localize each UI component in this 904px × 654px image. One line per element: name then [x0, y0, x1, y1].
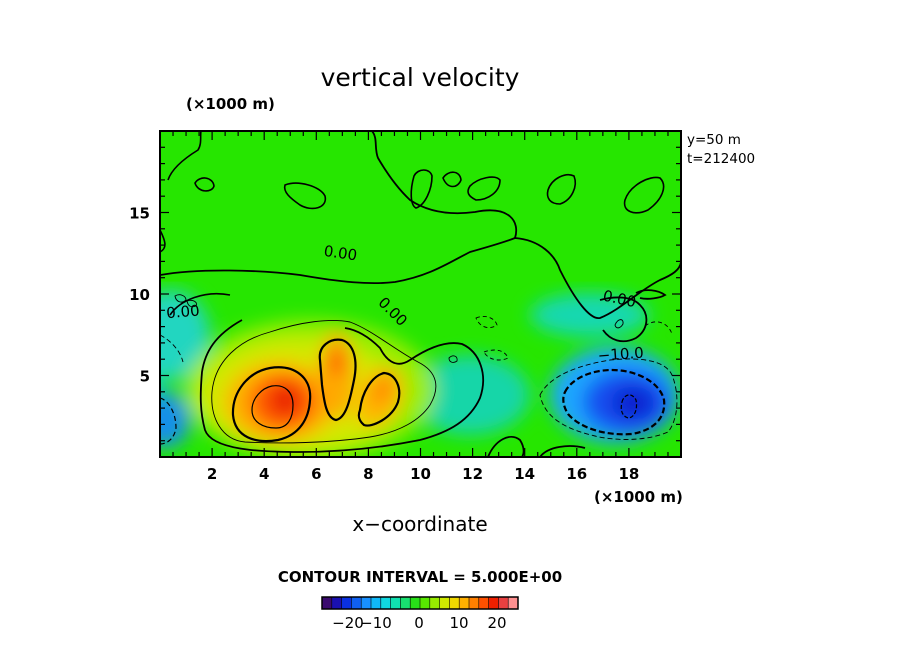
field-shade-12 — [271, 384, 299, 416]
colorbar-segment — [420, 597, 431, 609]
field-shade-13 — [320, 331, 354, 419]
x-tick-label: 12 — [462, 465, 483, 483]
contour-line-9 — [283, 182, 327, 210]
contour-label: 0.00 — [166, 301, 201, 322]
field-shade-16 — [372, 375, 392, 405]
colorbar-segment — [390, 597, 401, 609]
colorbar-segment — [449, 597, 460, 609]
contour-line-33 — [614, 319, 624, 329]
contour-line-24 — [620, 394, 638, 419]
contour-line-14 — [467, 176, 501, 201]
contour-line-16 — [623, 176, 665, 214]
contour-line-4 — [487, 435, 525, 457]
info-time: t=212400 — [687, 151, 755, 167]
y-tick-labels: 5 10 15 — [129, 205, 150, 386]
field-area: 0.000.00 0.00 0.00−10.0 — [160, 131, 681, 457]
colorbar-segment — [322, 597, 333, 609]
contour-line-17 — [211, 320, 437, 444]
colorbar-tick-label: 10 — [449, 614, 468, 632]
contour-lines — [160, 131, 681, 457]
x-tick-labels: 2 4 6 8 10 12 14 16 18 — [207, 465, 639, 483]
colorbar — [321, 596, 519, 610]
chart-title: vertical velocity — [321, 63, 520, 92]
contour-line-7 — [635, 289, 667, 300]
contour-line-11 — [167, 131, 202, 181]
colorbar-segment — [469, 597, 480, 609]
colorbar-tick-label: 20 — [487, 614, 506, 632]
contour-line-32 — [448, 355, 458, 363]
x-tick-label: 8 — [363, 465, 373, 483]
contour-line-1 — [371, 131, 517, 239]
x-tick-label: 16 — [566, 465, 587, 483]
x-tick-label: 14 — [514, 465, 535, 483]
colorbar-tick-label: −10 — [360, 614, 392, 632]
colorbar-segment — [331, 597, 342, 609]
colorbar-segment — [380, 597, 391, 609]
contour-line-10 — [160, 229, 166, 253]
colorbar-segment — [459, 597, 470, 609]
contour-line-12 — [410, 169, 433, 209]
contour-line-29 — [644, 321, 673, 335]
field-shade-7 — [611, 386, 655, 420]
y-tick-label: 15 — [129, 205, 150, 223]
contour-line-31 — [186, 299, 197, 308]
field-shade-3 — [410, 355, 530, 435]
colorbar-segment — [410, 597, 421, 609]
y-tick-label: 5 — [140, 368, 150, 386]
axis-ticks — [159, 130, 682, 458]
x-tick-label: 4 — [259, 465, 269, 483]
contour-line-15 — [546, 174, 576, 205]
contour-label: 0.00 — [323, 242, 359, 264]
colorbar-segment — [341, 597, 352, 609]
contour-line-3 — [199, 319, 484, 453]
contour-line-2 — [169, 292, 231, 316]
contour-label: −10.0 — [597, 344, 644, 365]
field-shade-2 — [160, 392, 190, 448]
colorbar-segment — [351, 597, 362, 609]
x-axis-unit-label: (×1000 m) — [594, 488, 683, 506]
contour-line-19 — [318, 338, 357, 422]
x-axis-label: x−coordinate — [352, 512, 487, 536]
colorbar-segment — [429, 597, 440, 609]
contour-line-0 — [160, 237, 681, 319]
colorbar-segment — [439, 597, 450, 609]
contour-line-18 — [231, 366, 312, 443]
colorbar-segment — [508, 597, 519, 609]
x-tick-label: 10 — [410, 465, 431, 483]
info-position: y=50 m — [687, 132, 741, 148]
contour-line-25 — [160, 397, 177, 445]
contour-line-8 — [194, 177, 215, 192]
contour-line-28 — [483, 349, 509, 361]
x-tick-label: 18 — [618, 465, 639, 483]
field-shade-0 — [160, 378, 165, 412]
colorbar-tick-label: −20 — [332, 614, 364, 632]
x-tick-label: 6 — [311, 465, 321, 483]
colorbar-segment — [371, 597, 382, 609]
contour-interval-label: CONTOUR INTERVAL = 5.000E+00 — [278, 568, 562, 586]
colorbar-tick-label: 0 — [414, 614, 424, 632]
y-axis-unit-label: (×1000 m) — [186, 95, 275, 113]
contour-line-27 — [475, 315, 498, 329]
contour-line-21 — [251, 385, 294, 429]
colorbar-segment — [498, 597, 509, 609]
contour-line-6 — [599, 296, 648, 343]
contour-line-5 — [539, 445, 586, 457]
contour-line-13 — [442, 171, 462, 188]
colorbar-segment — [400, 597, 411, 609]
contour-line-30 — [174, 294, 187, 303]
x-tick-label: 2 — [207, 465, 217, 483]
contour-line-26 — [160, 334, 184, 363]
colorbar-segment — [361, 597, 372, 609]
colorbar-tick-labels: −20−10 0 10 20 — [332, 614, 506, 632]
colorbar-segment — [488, 597, 499, 609]
contour-line-20 — [357, 371, 401, 427]
colorbar-segment — [478, 597, 489, 609]
y-tick-label: 10 — [129, 286, 150, 304]
contour-line-22 — [539, 358, 678, 440]
field-shade-14 — [328, 350, 344, 374]
